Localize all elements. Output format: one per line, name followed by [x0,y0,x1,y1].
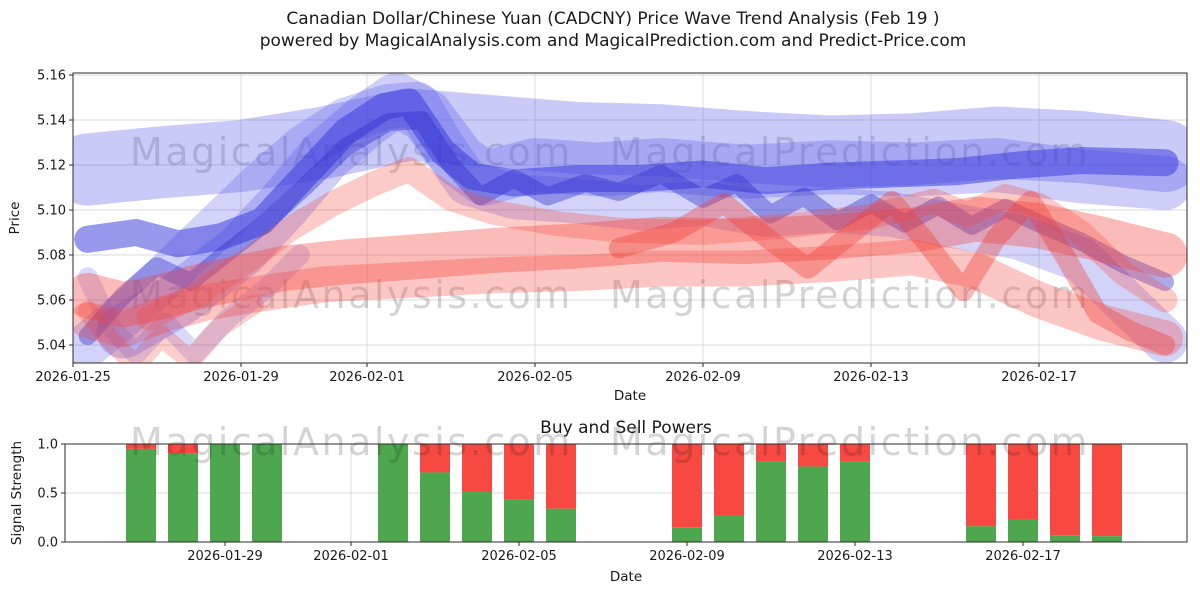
y-tick-label: 5.12 [37,159,66,174]
y-tick-label: 5.04 [37,339,66,354]
buy-bar-segment-2026-02-13 [840,461,870,542]
y-tick-label: 5.16 [37,69,66,84]
sell-bar-segment-2026-02-04 [462,444,492,493]
price-axis-label: Price [7,202,23,235]
plot-frame-overlay [64,443,1188,543]
wave-band-red-lower-band [73,239,1183,357]
plot-frame [72,72,1188,364]
watermark-magicalanalysis: MagicalAnalysis.com [130,420,573,464]
x-tick-label: 2026-02-09 [649,549,725,564]
wave-band-red-left-zigzag [77,294,264,363]
y-tick-label: 0.0 [37,536,58,551]
buy-bar-segment-2026-01-30 [252,444,282,542]
buy-bar-segment-2026-02-03 [420,472,450,542]
wave-band-blue-early-peak-band [73,81,1187,363]
sell-bar-segment-2026-02-17 [1008,444,1038,520]
buy-bar-segment-2026-02-09 [672,527,702,542]
sell-bar-segment-2026-02-13 [840,444,870,462]
sell-bar-segment-2026-02-12 [798,444,828,467]
sell-bar-segment-2026-01-28 [168,444,198,454]
buy-bar-segment-2026-02-12 [798,466,828,542]
x-tick-label: 2026-02-17 [985,549,1061,564]
y-tick-label: 5.14 [37,114,66,129]
wave-band-red-upper-thin-band [136,157,1178,331]
figure-title-line2: powered by MagicalAnalysis.com and Magic… [260,31,967,51]
y-tick-label: 0.5 [37,487,58,502]
x-tick-label: 2026-02-09 [665,370,741,385]
x-tick-label: 2026-01-29 [203,370,279,385]
y-tick-label: 1.0 [37,438,58,453]
y-tick-label: 5.06 [37,294,66,309]
sell-bar-segment-2026-02-05 [504,444,534,500]
sell-bar-segment-2026-02-18 [1050,444,1080,536]
x-tick-label: 2026-02-13 [833,370,909,385]
buy-bar-segment-2026-02-06 [546,508,576,542]
y-tick-label: 5.10 [37,204,66,219]
sell-bar-segment-2026-02-11 [756,444,786,462]
buy-bar-segment-2026-02-10 [714,515,744,542]
bottom-chart-watermarks: MagicalAnalysis.com MagicalPrediction.com [130,420,1090,464]
top-xaxis-label: Date [614,388,646,404]
buy-bar-segment-2026-01-27 [126,448,156,542]
figure-title-line1: Canadian Dollar/Chinese Yuan (CADCNY) Pr… [286,9,939,29]
sell-bar-segment-2026-02-09 [672,444,702,528]
sell-bar-segment-2026-02-03 [420,444,450,473]
x-tick-label: 2026-02-01 [313,549,389,564]
x-tick-label: 2026-01-29 [187,549,263,564]
sell-bar-segment-2026-02-19 [1092,444,1122,537]
bottom-chart-axes: 2026-01-29 2026-02-01 2026-02-05 2026-02-09… [37,438,1188,564]
watermark-magicalprediction: MagicalPrediction.com [610,420,1090,464]
wave-band-blue-zigzag [78,111,1174,345]
buy-bar-segment-2026-02-11 [756,461,786,542]
x-tick-label: 2026-01-25 [35,370,111,385]
top-chart-axes: 2026-01-25 2026-01-29 2026-02-01 2026-02-05… [35,69,1188,385]
buy-bar-segment-2026-02-16 [966,526,996,542]
sell-bar-segment-2026-02-16 [966,444,996,527]
buy-bar-segment-2026-02-04 [462,492,492,542]
signal-strength-axis-label: Signal Strength [9,441,25,545]
buy-bar-segment-2026-02-18 [1050,535,1080,542]
buy-bar-segment-2026-02-05 [504,499,534,542]
x-tick-label: 2026-02-13 [817,549,893,564]
buy-sell-bars [126,444,1122,542]
x-tick-label: 2026-02-17 [1001,370,1077,385]
bottom-chart-title: Buy and Sell Powers [540,418,712,438]
wave-band-blue-wide-upper [73,88,1187,206]
wave-band-blue-ribbon [74,88,1179,258]
watermark-magicalanalysis: MagicalAnalysis.com [130,273,573,317]
x-tick-label: 2026-02-05 [481,549,557,564]
price-wave-bands [73,73,1187,363]
sell-bar-segment-2026-02-10 [714,444,744,516]
wave-band-red-wide-band [73,196,1187,327]
x-tick-label: 2026-02-05 [497,370,573,385]
buy-bar-segment-2026-01-29 [210,444,240,542]
wave-band-blue-low-left-zigzag [77,244,310,363]
sell-bar-segment-2026-02-06 [546,444,576,509]
buy-bar-segment-2026-02-02 [378,444,408,542]
buy-bar-segment-2026-02-17 [1008,519,1038,542]
bottom-xaxis-label: Date [610,569,642,585]
sell-bar-segment-2026-01-27 [126,444,156,449]
y-tick-label: 5.08 [37,249,66,264]
wave-band-red-right-zigzag [608,190,1176,356]
buy-bar-segment-2026-02-19 [1092,536,1122,542]
watermark-magicalprediction: MagicalPrediction.com [610,273,1090,317]
top-chart-watermarks: MagicalAnalysis.com MagicalPrediction.com… [130,130,1090,317]
buy-bar-segment-2026-01-28 [168,453,198,542]
x-tick-label: 2026-02-01 [329,370,405,385]
